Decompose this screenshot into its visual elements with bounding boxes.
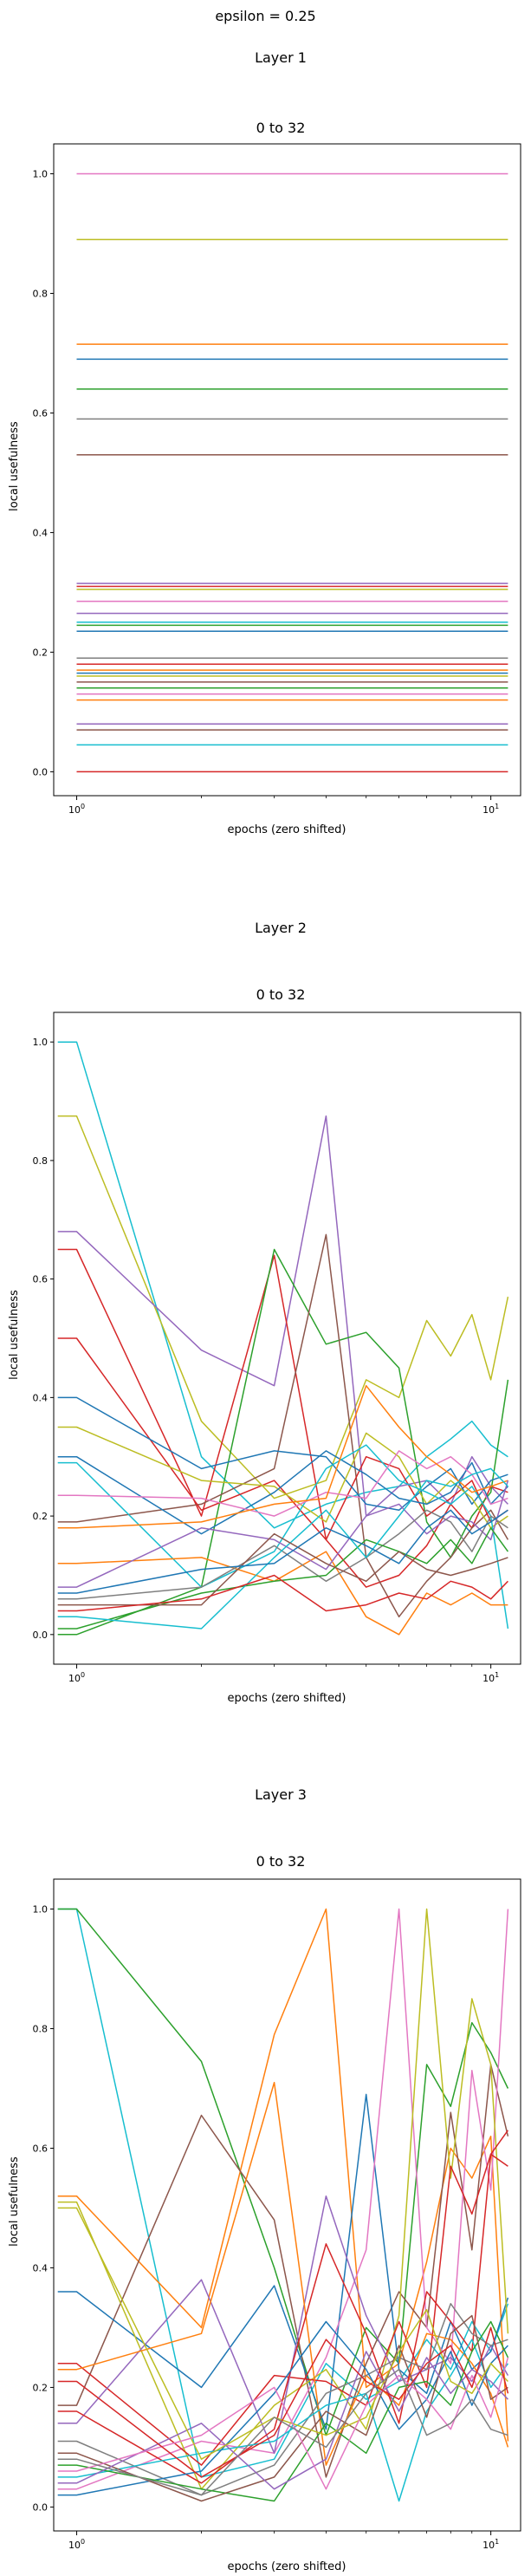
chart-title-2: 0 to 32 [256, 986, 306, 1003]
x-axis-label-2: epochs (zero shifted) [228, 1692, 346, 1705]
series-line-2-15 [57, 1480, 509, 1588]
y-tick-label-2-4: 0.8 [33, 1155, 49, 1167]
chart-title-1: 0 to 32 [256, 120, 306, 136]
plot-frame-1 [53, 143, 521, 797]
chart-panel-1: Layer 1 0 to 32 epochs (zero shifted) lo… [8, 49, 521, 836]
plot-frame-3 [53, 1878, 521, 2532]
figure-suptitle: epsilon = 0.25 [215, 8, 315, 24]
series-line-3-11 [57, 2153, 508, 2484]
y-tick-label-2-1: 0.2 [33, 1511, 49, 1522]
series-line-3-8 [57, 2130, 509, 2466]
chart-title-3: 0 to 32 [256, 1853, 306, 1870]
series-line-2-10 [57, 1450, 508, 1535]
series-line-2-5 [57, 1248, 509, 1636]
series-line-3-6 [57, 1908, 509, 2490]
series-line-2-8 [57, 1396, 508, 1512]
series-line-3-2 [57, 1908, 509, 2436]
series-line-2-1 [57, 1041, 508, 1529]
x-axis-label-3: epochs (zero shifted) [228, 2560, 346, 2573]
series-line-3-14 [57, 2320, 508, 2496]
y-tick-label-3-2: 0.4 [33, 2262, 49, 2274]
panel-title-1: Layer 1 [255, 49, 307, 66]
y-tick-label-2-3: 0.6 [33, 1274, 49, 1285]
y-tick-label-3-5: 1.0 [33, 1903, 49, 1915]
y-axis-label-2: local usefulness [8, 1290, 21, 1380]
y-tick-label-3-0: 0.0 [33, 2501, 49, 2513]
y-tick-label-2-0: 0.0 [33, 1630, 49, 1641]
series-line-2-21 [57, 1509, 508, 1594]
series-line-3-20 [57, 2326, 509, 2478]
series-line-3-18 [57, 2207, 508, 2460]
y-tick-label-1-2: 0.4 [33, 527, 49, 538]
y-tick-label-3-3: 0.6 [33, 2143, 49, 2154]
y-axis-label-3: local usefulness [8, 2156, 21, 2247]
y-tick-label-3-4: 0.8 [33, 2023, 49, 2034]
series-line-2-2 [57, 1115, 509, 1499]
series-line-3-15 [57, 2320, 509, 2502]
series-line-2-9 [57, 1426, 508, 1529]
panel-title-2: Layer 2 [255, 920, 307, 936]
series-line-3-12 [57, 2303, 508, 2496]
y-tick-label-2-5: 1.0 [33, 1037, 49, 1048]
chart-panel-2: Layer 2 0 to 32 epochs (zero shifted) lo… [8, 920, 521, 1705]
series-line-3-5 [57, 2093, 509, 2430]
series-line-2-12 [57, 1450, 508, 1517]
series-line-2-3 [57, 1115, 508, 1517]
y-tick-label-1-3: 0.6 [33, 407, 49, 419]
y-tick-label-3-1: 0.2 [33, 2382, 49, 2393]
y-axis-label-1: local usefulness [8, 421, 21, 511]
series-line-2-18 [57, 1467, 508, 1630]
series-line-3-4 [57, 2064, 509, 2478]
series-line-2-13 [57, 1384, 508, 1529]
x-axis-label-1: epochs (zero shifted) [228, 823, 346, 836]
series-line-2-20 [57, 1574, 508, 1612]
y-tick-label-1-0: 0.0 [33, 766, 49, 777]
series-line-2-17 [57, 1527, 509, 1630]
y-tick-label-1-5: 1.0 [33, 168, 49, 179]
y-tick-label-1-4: 0.8 [33, 288, 49, 299]
plot-frame-2 [53, 1012, 521, 1665]
series-line-3-3 [57, 1908, 509, 2442]
series-line-2-14 [57, 1551, 508, 1636]
panel-title-3: Layer 3 [255, 1786, 307, 1803]
y-tick-label-1-1: 0.2 [33, 647, 49, 658]
y-tick-label-2-2: 0.4 [33, 1392, 49, 1403]
series-line-3-21 [57, 2368, 508, 2496]
series-line-2-19 [57, 1532, 508, 1606]
chart-panel-3: Layer 3 0 to 32 epochs (zero shifted) lo… [8, 1786, 521, 2573]
